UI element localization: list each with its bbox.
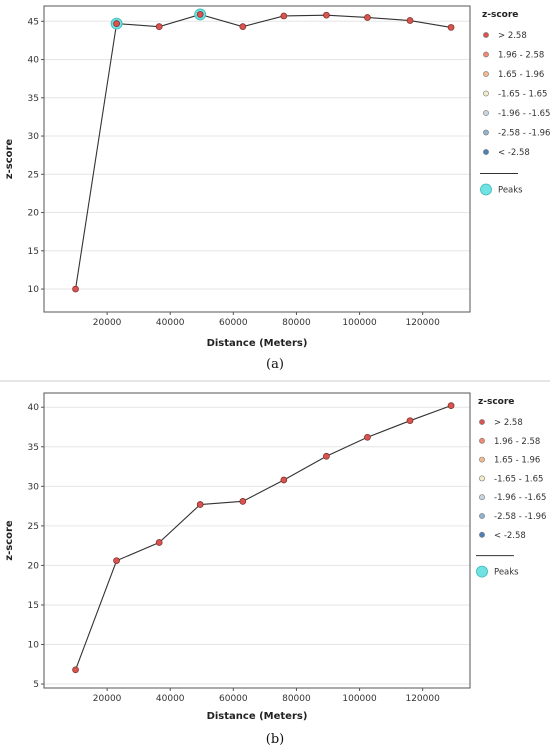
- legend-label: -1.65 - 1.65: [498, 90, 547, 100]
- legend-box: [474, 393, 550, 688]
- data-point: [239, 23, 247, 31]
- legend-swatch: [479, 437, 485, 444]
- legend-label: 1.65 - 1.96: [494, 456, 540, 466]
- chart-panel-b: 5 10 15 20 25 30 35 40 20000 40000 60000 80000 10000…: [4, 392, 550, 747]
- x-axis-title: Distance (Meters): [207, 711, 308, 722]
- x-tick-label: 120000: [405, 694, 440, 704]
- legend-swatch: [483, 90, 489, 97]
- y-tick-label: 30: [28, 482, 40, 492]
- legend-label: -1.96 - -1.65: [494, 493, 546, 503]
- y-tick-label: 20: [28, 209, 40, 219]
- legend-swatch: [483, 71, 489, 77]
- y-tick-label: 35: [28, 94, 39, 104]
- legend-label: 1.96 - 2.58: [498, 51, 544, 61]
- y-tick-label: 5: [33, 680, 39, 690]
- data-point: [155, 539, 163, 546]
- x-tick-label: 80000: [282, 694, 311, 704]
- legend-swatch: [479, 456, 485, 463]
- data-point: [239, 498, 247, 505]
- legend-box: [478, 6, 550, 312]
- legend-label: > 2.58: [494, 418, 523, 428]
- series-line: [75, 13, 452, 290]
- legend-peaks-label: Peaks: [494, 568, 519, 578]
- data-point: [280, 12, 288, 20]
- y-tick-label: 30: [28, 132, 40, 142]
- data-point: [364, 433, 371, 441]
- legend-label: -2.58 - -1.96: [494, 512, 546, 522]
- legend-label: -2.58 - -1.96: [498, 129, 550, 139]
- legend-label: 1.65 - 1.96: [498, 70, 544, 80]
- y-tick-label: 45: [28, 17, 39, 27]
- data-point: [447, 402, 455, 410]
- legend-label: > 2.58: [498, 31, 527, 41]
- data-point: [113, 20, 120, 27]
- legend-swatch: [479, 513, 485, 519]
- y-tick-label: 10: [28, 285, 40, 295]
- x-tick-label: 20000: [93, 318, 122, 328]
- x-tick-label: 20000: [93, 694, 122, 704]
- data-point: [406, 417, 414, 425]
- legend-label: < -2.58: [498, 148, 530, 158]
- y-tick-label: 25: [28, 170, 39, 180]
- x-tick-label: 100000: [342, 694, 377, 704]
- x-tick-label: 40000: [156, 694, 185, 704]
- data-point: [280, 476, 288, 484]
- data-point: [72, 666, 79, 674]
- data-point: [72, 285, 79, 293]
- data-point: [447, 24, 455, 31]
- x-tick-label: 120000: [405, 318, 440, 328]
- legend-swatch: [479, 475, 485, 482]
- x-tick-label: 60000: [219, 318, 248, 328]
- x-tick-label: 60000: [219, 694, 248, 704]
- x-tick-label: 80000: [282, 318, 311, 328]
- y-tick-label: 40: [28, 56, 40, 66]
- legend-swatch: [483, 51, 489, 58]
- legend-swatch: [483, 149, 489, 155]
- y-axis-title: z-score: [4, 139, 15, 180]
- legend-title: z-score: [482, 10, 518, 20]
- data-point: [196, 501, 204, 508]
- data-point: [406, 17, 414, 24]
- panel-label: (b): [266, 732, 284, 747]
- y-tick-label: 10: [28, 641, 40, 651]
- y-tick-label: 40: [28, 403, 40, 413]
- legend-swatch: [479, 531, 485, 538]
- chart-panel-a: 10 15 20 25 30 35 40 45 20000 40000 60000 80000 1000…: [4, 5, 550, 372]
- y-axis-title: z-score: [4, 520, 15, 561]
- data-point: [323, 452, 330, 460]
- data-point: [323, 11, 330, 19]
- legend-peaks-label: Peaks: [498, 186, 523, 196]
- legend-peaks-swatch: [476, 565, 488, 578]
- panel-label: (a): [266, 357, 284, 372]
- x-tick-label: 100000: [342, 318, 377, 328]
- series-line: [75, 405, 452, 671]
- y-tick-label: 35: [28, 443, 39, 453]
- legend-label: -1.96 - -1.65: [498, 109, 550, 119]
- plot-frame: [43, 5, 471, 313]
- x-axis-title: Distance (Meters): [207, 338, 308, 349]
- y-tick-label: 25: [28, 522, 39, 532]
- legend-label: -1.65 - 1.65: [494, 474, 543, 484]
- legend-label: < -2.58: [494, 531, 526, 541]
- data-point: [364, 14, 371, 21]
- plot-frame: [43, 392, 471, 689]
- data-point: [113, 557, 120, 565]
- y-tick-label: 15: [28, 601, 39, 611]
- legend-swatch: [483, 32, 489, 38]
- legend-title: z-score: [478, 397, 514, 407]
- y-tick-label: 15: [28, 247, 39, 257]
- data-point: [196, 11, 204, 18]
- data-point: [155, 23, 163, 31]
- legend-swatch: [483, 110, 489, 116]
- y-tick-label: 20: [28, 561, 40, 571]
- legend-label: 1.96 - 2.58: [494, 437, 540, 447]
- legend-swatch: [479, 419, 485, 425]
- x-tick-label: 40000: [156, 318, 185, 328]
- legend-swatch: [479, 494, 485, 501]
- legend-swatch: [483, 129, 489, 136]
- legend-peaks-swatch: [480, 183, 492, 196]
